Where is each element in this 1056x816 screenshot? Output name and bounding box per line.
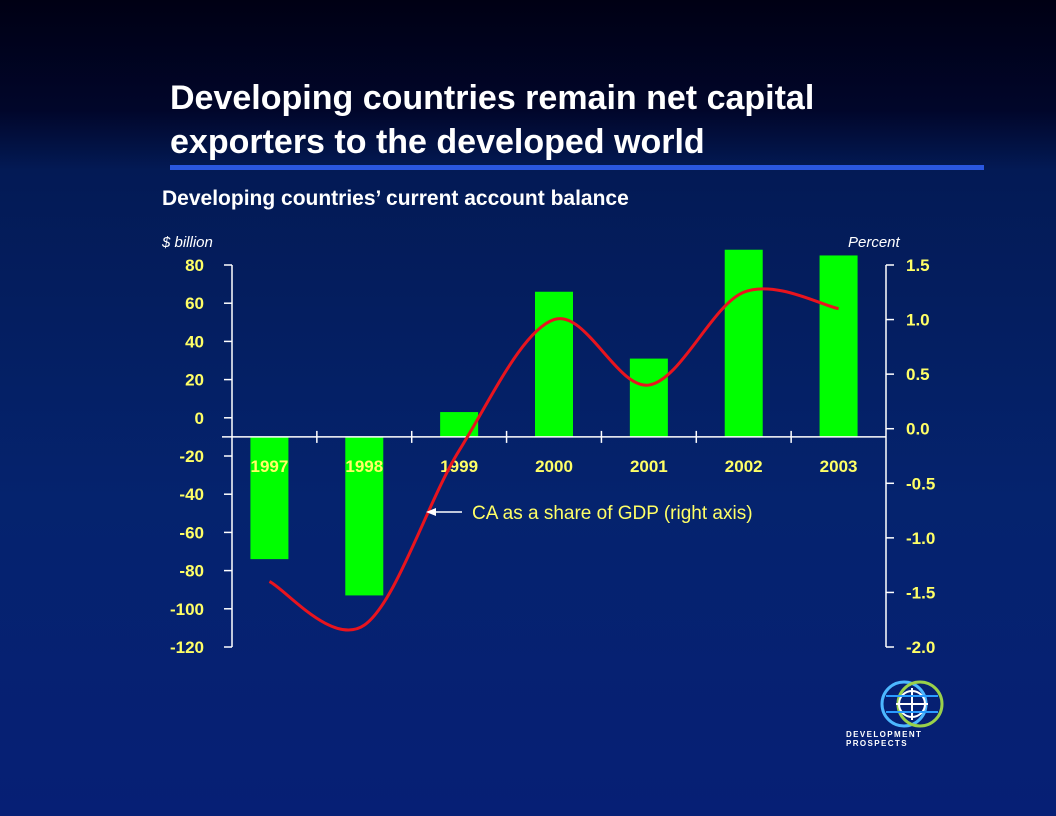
- right-axis-tick-label: 0.0: [906, 420, 930, 439]
- category-label-2001: 2001: [630, 457, 668, 476]
- title-underline: [170, 165, 984, 170]
- right-axis-tick-label: 1.0: [906, 311, 930, 330]
- right-axis-tick-label: -1.5: [906, 583, 935, 602]
- left-axis-tick-label: -100: [170, 600, 204, 619]
- right-axis-unit: Percent: [848, 234, 900, 251]
- bar-1998: [345, 436, 384, 596]
- left-axis-tick-label: -60: [179, 523, 204, 542]
- right-axis-tick-label: -0.5: [906, 474, 935, 493]
- ca-share-gdp-line: [268, 287, 839, 632]
- right-axis-tick-label: 1.5: [906, 256, 930, 275]
- bar-2002: [724, 249, 763, 437]
- slide-title-line-1: Developing countries remain net capital: [170, 79, 815, 117]
- right-axis-tick-label: 0.5: [906, 365, 930, 384]
- left-axis-tick-label: 40: [185, 332, 204, 351]
- bar-2000: [535, 291, 573, 437]
- logo-wordmark: DEVELOPMENT PROSPECTS: [846, 730, 923, 748]
- left-axis-tick-label: 80: [185, 256, 204, 275]
- slide-title-line-2: exporters to the developed world: [170, 123, 705, 161]
- left-axis-tick-label: 0: [195, 409, 204, 428]
- left-axis-tick-label: -120: [170, 638, 204, 657]
- bar-1997: [250, 436, 289, 560]
- bar-1999: [440, 412, 479, 437]
- development-prospects-logo: [880, 680, 944, 728]
- left-axis-tick-label: 20: [185, 371, 204, 390]
- annotation-arrow-head: [426, 508, 436, 516]
- slide-title: Developing countries remain net capital …: [170, 76, 990, 164]
- left-axis-tick-label: 60: [185, 294, 204, 313]
- category-label-1999: 1999: [440, 457, 478, 476]
- left-axis-tick-label: -80: [179, 562, 204, 581]
- bar-2001: [629, 358, 668, 437]
- category-label-2003: 2003: [820, 457, 858, 476]
- bar-2003: [819, 255, 858, 437]
- chart-subtitle: Developing countries’ current account ba…: [162, 187, 629, 210]
- category-label-2002: 2002: [725, 457, 763, 476]
- category-label-1997: 1997: [251, 457, 289, 476]
- category-label-1998: 1998: [345, 457, 383, 476]
- category-label-2000: 2000: [535, 457, 573, 476]
- left-axis-tick-label: -20: [179, 447, 204, 466]
- left-axis-unit: $ billion: [162, 234, 213, 251]
- annotation-text: CA as a share of GDP (right axis): [472, 503, 753, 524]
- right-axis-tick-label: -2.0: [906, 638, 935, 657]
- left-axis-tick-label: -40: [179, 485, 204, 504]
- right-axis-tick-label: -1.0: [906, 529, 935, 548]
